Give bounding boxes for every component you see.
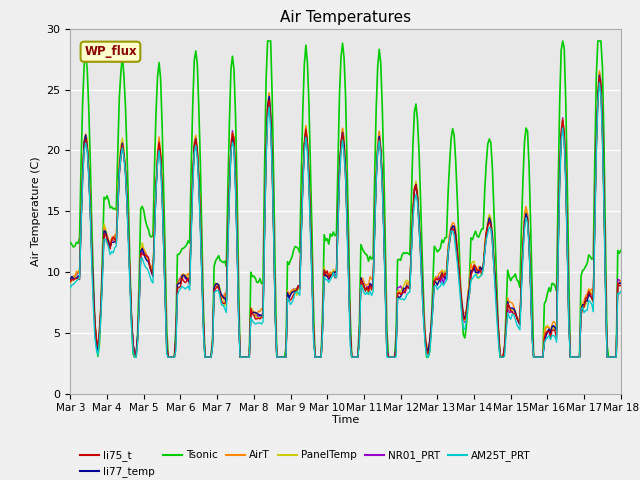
- Text: WP_flux: WP_flux: [84, 45, 137, 58]
- Y-axis label: Air Temperature (C): Air Temperature (C): [31, 156, 41, 266]
- X-axis label: Time: Time: [332, 415, 359, 425]
- Legend: li75_t, li77_temp, Tsonic, AirT, PanelTemp, NR01_PRT, AM25T_PRT: li75_t, li77_temp, Tsonic, AirT, PanelTe…: [76, 446, 535, 480]
- Title: Air Temperatures: Air Temperatures: [280, 10, 411, 25]
